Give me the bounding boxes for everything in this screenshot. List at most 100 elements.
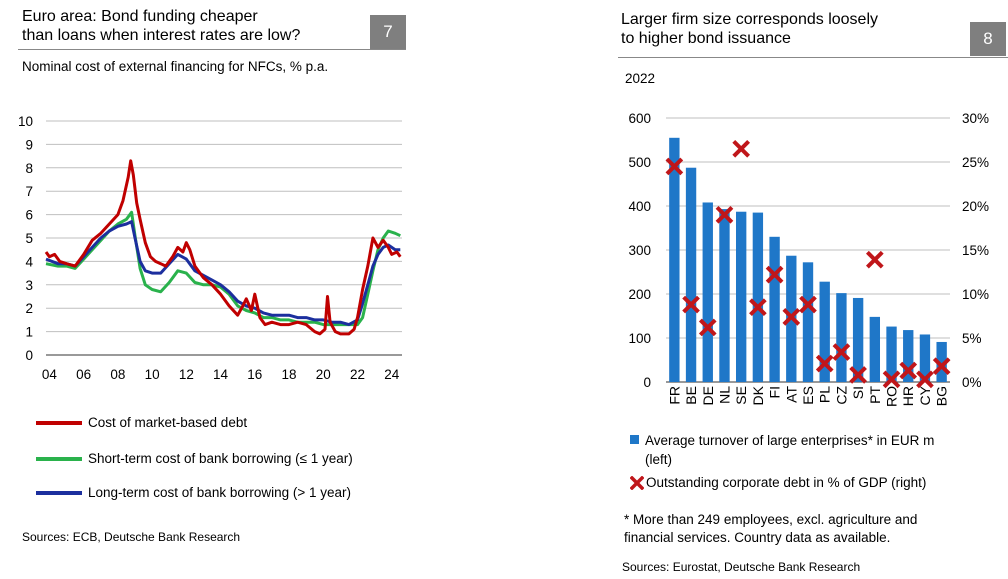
legend-item-bars: Average turnover of large enterprises* i… xyxy=(630,431,934,469)
y-right-tick-label: 25% xyxy=(962,155,989,170)
bar-ro xyxy=(886,326,897,382)
x-tick-label: 22 xyxy=(350,367,365,382)
legend-label-market: Cost of market-based debt xyxy=(88,415,248,430)
y-left-tick-label: 300 xyxy=(628,243,651,258)
left-title: Euro area: Bond funding cheaper than loa… xyxy=(22,7,300,45)
y-right-tick-label: 30% xyxy=(962,111,989,126)
legend-item-market: Cost of market-based debt xyxy=(36,415,247,430)
x-tick-label: 12 xyxy=(179,367,194,382)
series-line-2 xyxy=(45,220,401,327)
bar-se xyxy=(735,211,747,382)
x-tick-label: 16 xyxy=(247,367,262,382)
y-right-tick-label: 15% xyxy=(962,243,989,258)
marker-cy xyxy=(916,370,934,389)
y-tick-label: 6 xyxy=(25,208,33,223)
category-label-si: SI xyxy=(850,386,866,399)
y-left-tick-label: 600 xyxy=(628,111,651,126)
marker-ro xyxy=(882,370,901,389)
left-source: Sources: ECB, Deutsche Bank Research xyxy=(22,530,241,544)
legend-swatch-short xyxy=(36,456,82,461)
marker-es xyxy=(799,295,817,314)
right-title: Larger firm size corresponds loosely to … xyxy=(621,10,878,48)
y-right-tick-label: 20% xyxy=(962,199,989,214)
legend-label-markers: Outstanding corporate debt in % of GDP (… xyxy=(646,475,927,490)
y-left-tick-label: 500 xyxy=(628,155,651,170)
x-tick-label: 14 xyxy=(213,367,229,382)
category-label-cz: CZ xyxy=(833,386,849,405)
y-tick-label: 2 xyxy=(25,301,33,316)
category-label-pt: PT xyxy=(867,386,883,404)
category-label-dk: DK xyxy=(750,385,766,405)
y-tick-label: 10 xyxy=(18,114,33,129)
category-label-fi: FI xyxy=(767,386,783,398)
right-footnote: * More than 249 employees, excl. agricul… xyxy=(624,511,917,547)
marker-hr xyxy=(899,361,918,380)
cross-marker-icon xyxy=(630,475,644,490)
y-right-tick-label: 10% xyxy=(962,287,989,302)
y-left-tick-label: 400 xyxy=(628,199,651,214)
y-tick-label: 0 xyxy=(25,348,33,363)
legend-item-long: Long-term cost of bank borrowing (> 1 ye… xyxy=(36,485,351,500)
marker-nl xyxy=(715,205,734,224)
category-label-at: AT xyxy=(783,386,799,403)
legend-label-bars: Average turnover of large enterprises* i… xyxy=(645,433,935,448)
category-label-nl: NL xyxy=(716,386,732,404)
y-left-tick-label: 0 xyxy=(643,375,651,390)
legend-label-bars-wrap: Average turnover of large enterprises* i… xyxy=(645,431,934,469)
marker-pl xyxy=(815,354,834,373)
right-footnote-line2: financial services. Country data as avai… xyxy=(624,530,891,545)
bar-es xyxy=(802,262,814,382)
y-tick-label: 8 xyxy=(25,161,33,176)
x-tick-label: 08 xyxy=(110,367,125,382)
marker-be xyxy=(682,295,700,314)
bar-cz xyxy=(836,293,847,382)
right-panel: Larger firm size corresponds loosely to … xyxy=(600,0,1008,579)
bar-bg xyxy=(936,341,947,382)
right-header-rule xyxy=(618,57,1008,58)
y-left-tick-label: 200 xyxy=(628,287,651,302)
y-tick-label: 4 xyxy=(25,254,33,269)
category-label-de: DE xyxy=(700,386,716,405)
marker-dk xyxy=(749,298,767,317)
legend-item-markers: Outstanding corporate debt in % of GDP (… xyxy=(630,475,926,490)
marker-si xyxy=(849,366,867,384)
bar-cy xyxy=(919,334,931,382)
bar-chart: 0 100 200 300 400 500 600 0% 5% 10% 15% 20% 25% 30% FR… xyxy=(628,111,989,407)
series-line-0 xyxy=(44,159,402,336)
left-subtitle: Nominal cost of external financing for N… xyxy=(22,59,329,74)
bar-pl xyxy=(819,281,830,382)
right-title-line2: to higher bond issuance xyxy=(621,30,791,47)
right-footnote-line1: * More than 249 employees, excl. agricul… xyxy=(624,512,918,527)
y-tick-label: 7 xyxy=(25,184,33,199)
category-label-se: SE xyxy=(733,386,749,405)
y-right-tick-label: 5% xyxy=(962,331,982,346)
left-title-line1: Euro area: Bond funding cheaper xyxy=(22,8,258,25)
bar-nl xyxy=(719,209,730,382)
x-tick-label: 04 xyxy=(42,367,58,382)
category-label-es: ES xyxy=(800,386,816,405)
bar-hr xyxy=(903,330,914,382)
category-label-hr: HR xyxy=(900,386,916,406)
right-year-label: 2022 xyxy=(625,71,656,86)
right-source: Sources: Eurostat, Deutsche Bank Researc… xyxy=(622,560,861,574)
category-label-be: BE xyxy=(683,386,699,405)
category-label-bg: BG xyxy=(934,386,950,406)
bar-fi xyxy=(769,236,780,382)
category-label-pl: PL xyxy=(817,386,833,403)
y-tick-label: 9 xyxy=(25,137,33,152)
y-tick-label: 5 xyxy=(25,231,33,246)
chart-number-badge: 7 xyxy=(370,15,406,49)
x-tick-label: 24 xyxy=(384,367,400,382)
legend-label-long: Long-term cost of bank borrowing (> 1 ye… xyxy=(88,485,351,500)
legend-swatch-bars xyxy=(630,435,639,444)
bar-be xyxy=(685,167,697,382)
legend-label-bars-cont: (left) xyxy=(645,452,672,467)
bar-si xyxy=(852,297,864,382)
left-title-line2: than loans when interest rates are low? xyxy=(22,27,301,44)
bar-dk xyxy=(752,212,764,382)
bar-de xyxy=(702,202,713,382)
marker-pt xyxy=(865,250,884,269)
bar-fr xyxy=(669,137,680,382)
left-panel: Euro area: Bond funding cheaper than loa… xyxy=(0,0,420,579)
